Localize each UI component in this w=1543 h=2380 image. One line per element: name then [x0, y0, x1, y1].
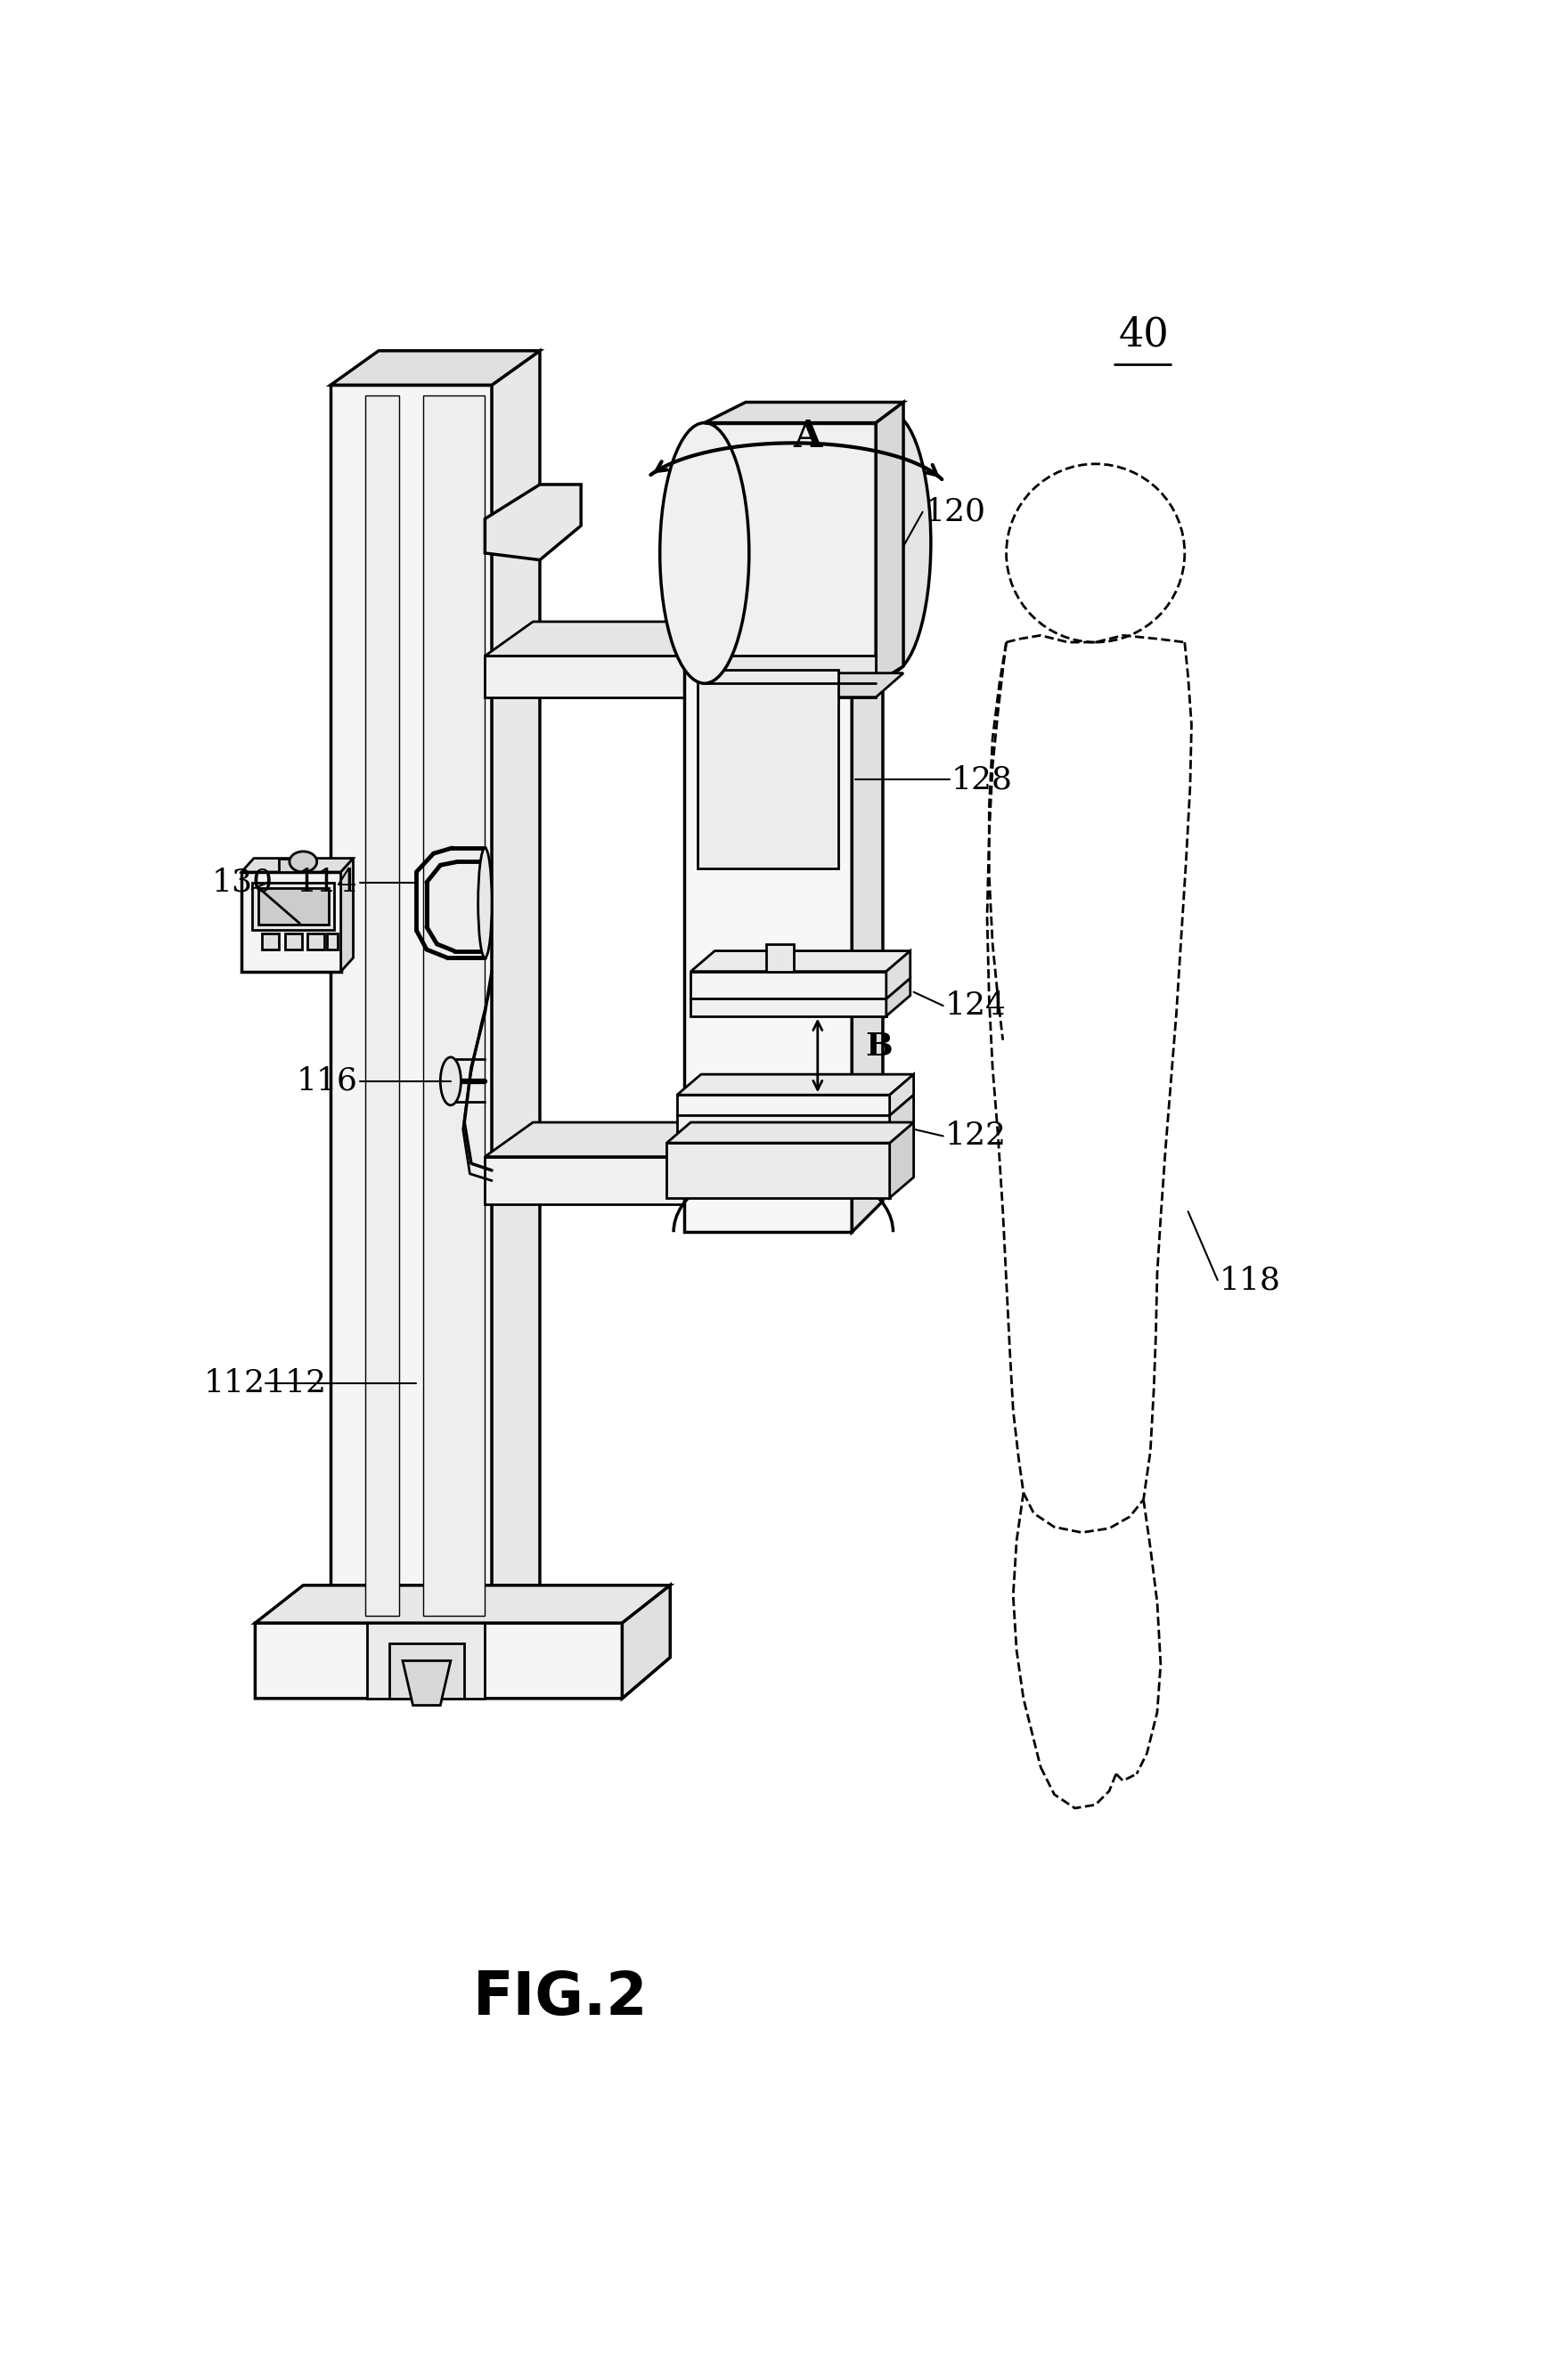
Text: A: A [793, 419, 821, 455]
Polygon shape [704, 424, 875, 683]
Ellipse shape [659, 424, 748, 683]
Polygon shape [241, 871, 341, 971]
Polygon shape [389, 1645, 464, 1699]
Polygon shape [485, 657, 697, 697]
Polygon shape [690, 1000, 886, 1016]
Polygon shape [889, 1073, 913, 1116]
Polygon shape [255, 1585, 670, 1699]
Ellipse shape [849, 412, 930, 674]
Polygon shape [485, 1157, 697, 1204]
Polygon shape [886, 952, 910, 1000]
Polygon shape [684, 657, 852, 1233]
Polygon shape [697, 621, 739, 1157]
Polygon shape [622, 1585, 670, 1699]
Polygon shape [677, 1116, 889, 1142]
Polygon shape [327, 933, 338, 950]
Text: 40: 40 [1117, 317, 1168, 355]
Polygon shape [704, 674, 903, 697]
Polygon shape [258, 888, 329, 926]
Text: 112: 112 [204, 1368, 265, 1397]
Ellipse shape [478, 847, 492, 957]
Polygon shape [485, 1123, 739, 1157]
Polygon shape [485, 486, 580, 559]
Text: 130: 130 [211, 866, 273, 897]
Text: B: B [866, 1033, 892, 1061]
Polygon shape [697, 669, 838, 869]
Polygon shape [690, 971, 886, 1000]
Polygon shape [284, 933, 301, 950]
Polygon shape [252, 883, 333, 931]
Circle shape [290, 904, 315, 928]
Polygon shape [341, 859, 353, 971]
Text: 122: 122 [944, 1121, 1006, 1152]
Polygon shape [889, 1095, 913, 1142]
Text: 128: 128 [950, 764, 1012, 795]
Polygon shape [684, 628, 883, 657]
Polygon shape [367, 1623, 485, 1699]
Text: 124: 124 [944, 990, 1006, 1021]
Polygon shape [330, 350, 540, 386]
Polygon shape [403, 1661, 451, 1706]
Polygon shape [765, 945, 793, 971]
Ellipse shape [289, 852, 316, 871]
Text: FIG.2: FIG.2 [472, 1968, 648, 2028]
Polygon shape [697, 1123, 739, 1204]
Polygon shape [279, 859, 310, 871]
Polygon shape [364, 395, 400, 1616]
Polygon shape [330, 386, 492, 1623]
Text: 118: 118 [1219, 1264, 1279, 1295]
Polygon shape [677, 1073, 913, 1095]
Polygon shape [255, 1585, 670, 1623]
Polygon shape [307, 933, 324, 950]
Polygon shape [262, 933, 279, 950]
Polygon shape [241, 859, 353, 871]
Polygon shape [667, 1123, 913, 1142]
Text: 120: 120 [923, 497, 984, 526]
Ellipse shape [440, 1057, 461, 1104]
Polygon shape [889, 1123, 913, 1197]
Polygon shape [886, 978, 910, 1016]
Polygon shape [423, 395, 485, 1616]
Polygon shape [492, 350, 540, 1623]
Polygon shape [667, 1142, 889, 1197]
Polygon shape [697, 621, 739, 697]
Polygon shape [704, 657, 875, 697]
Polygon shape [485, 621, 739, 657]
Polygon shape [852, 628, 883, 1233]
Polygon shape [704, 402, 903, 424]
Text: 112: 112 [265, 1368, 327, 1397]
Polygon shape [690, 952, 910, 971]
Polygon shape [677, 1095, 889, 1116]
Text: 114: 114 [296, 866, 358, 897]
Polygon shape [875, 402, 903, 683]
Text: 116: 116 [296, 1066, 358, 1097]
